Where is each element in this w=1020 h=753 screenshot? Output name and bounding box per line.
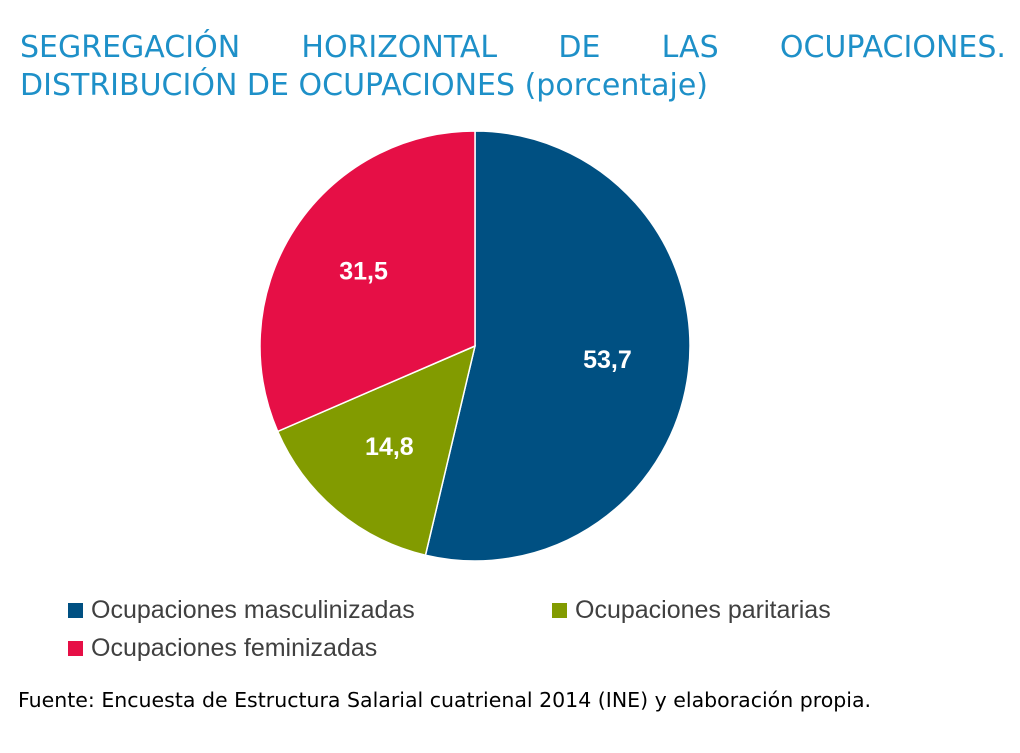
pie-slice-feminizadas xyxy=(259,130,476,433)
pie-data-labels: 53,7 14,8 31,5 xyxy=(339,257,631,460)
title-word: LAS xyxy=(661,30,719,65)
legend-label: Ocupaciones masculinizadas xyxy=(91,596,415,624)
pie-slice-masculinizadas xyxy=(424,130,691,562)
pie-slice-paritarias xyxy=(276,344,477,557)
legend-label: Ocupaciones feminizadas xyxy=(91,634,378,662)
legend-item-feminizadas: Ocupaciones feminizadas xyxy=(68,634,377,663)
pie-data-label-masculinizadas: 53,7 xyxy=(583,346,632,374)
legend-item-masculinizadas: Ocupaciones masculinizadas xyxy=(68,596,415,625)
pie-data-label-paritarias: 14,8 xyxy=(365,433,414,461)
pie-data-label-feminizadas: 31,5 xyxy=(339,257,388,285)
title-word: HORIZONTAL xyxy=(301,30,498,65)
title-word: SEGREGACIÓN xyxy=(20,30,241,65)
pie-chart: 53,7 14,8 31,5 xyxy=(259,130,691,562)
chart-title-line-1: SEGREGACIÓN HORIZONTAL DE LAS OCUPACIONE… xyxy=(20,30,1006,66)
title-word: OCUPACIONES. xyxy=(779,30,1006,65)
legend-swatch-feminizadas xyxy=(68,641,83,656)
legend-label: Ocupaciones paritarias xyxy=(575,596,831,624)
legend-item-paritarias: Ocupaciones paritarias xyxy=(552,596,831,625)
source-note: Fuente: Encuesta de Estructura Salarial … xyxy=(18,688,872,712)
legend-swatch-paritarias xyxy=(552,603,567,618)
pie-slices xyxy=(259,130,691,562)
legend-swatch-masculinizadas xyxy=(68,603,83,618)
chart-title-line-2: DISTRIBUCIÓN DE OCUPACIONES (porcentaje) xyxy=(20,68,708,103)
title-word: DE xyxy=(558,30,601,65)
